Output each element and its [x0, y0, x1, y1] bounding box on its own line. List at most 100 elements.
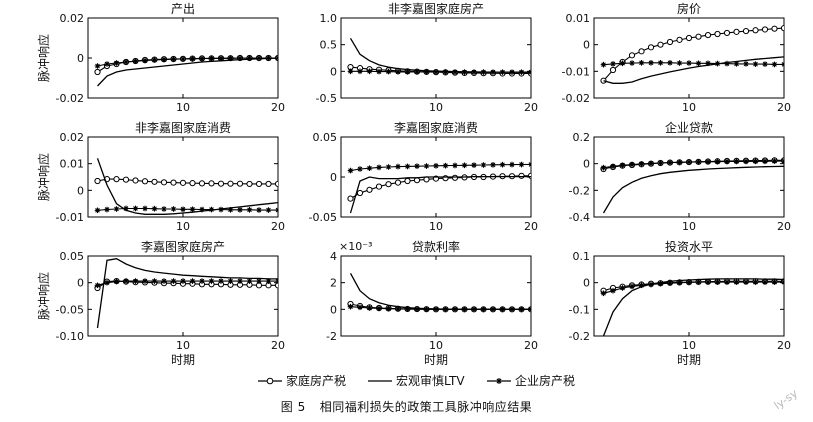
data-point-star	[404, 69, 411, 75]
data-point-circle	[527, 172, 531, 179]
data-point-circle	[189, 180, 196, 187]
data-point-star	[619, 162, 626, 169]
y-tick-label: 0.02	[60, 12, 85, 25]
data-point-circle	[246, 180, 253, 188]
data-point-star	[404, 306, 411, 312]
x-tick-label: 10	[429, 101, 443, 114]
data-point-circle	[141, 178, 149, 185]
data-point-star	[376, 164, 382, 171]
series-2	[349, 175, 531, 214]
data-point-star	[347, 68, 354, 75]
data-point-star	[714, 279, 721, 285]
data-point-star	[189, 278, 196, 284]
data-point-star	[743, 279, 749, 285]
y-tick-label: -0.4	[569, 211, 590, 224]
data-point-star	[395, 163, 401, 170]
caption-text: 相同福利损失的政策工具脉冲响应结果	[319, 400, 533, 414]
data-point-circle	[742, 27, 750, 35]
y-tick-label: -0.01	[56, 211, 84, 224]
data-point-star	[695, 60, 702, 67]
series-line	[349, 175, 531, 214]
y-tick-label: -0.2	[569, 184, 590, 197]
y-tick-label: -0.2	[569, 330, 590, 343]
plot-frame	[593, 136, 785, 218]
data-point-circle	[771, 25, 778, 32]
data-point-star	[518, 69, 525, 75]
legend-label: 宏观审慎LTV	[396, 373, 465, 388]
data-point-star	[218, 278, 224, 284]
x-tick-label: 10	[682, 339, 696, 352]
data-point-star	[638, 60, 645, 66]
data-point-circle	[356, 189, 364, 197]
data-point-star	[113, 60, 120, 66]
data-point-star	[237, 278, 243, 284]
series-2	[603, 56, 784, 84]
data-point-star	[610, 61, 616, 67]
data-point-star	[705, 159, 711, 165]
series-3	[347, 303, 531, 313]
x-tick-label: 10	[176, 220, 190, 233]
data-point-star	[442, 69, 449, 75]
data-point-star	[452, 306, 458, 313]
y-tick-label: -0.05	[309, 211, 337, 224]
x-tick-label: 20	[271, 339, 285, 352]
data-point-star	[676, 60, 683, 66]
y-tick-label: -0.01	[562, 65, 590, 78]
data-point-circle	[714, 30, 721, 38]
data-point-star	[218, 206, 224, 213]
y-tick-label: 0	[77, 184, 84, 197]
series-3	[94, 205, 278, 214]
data-point-star	[151, 205, 158, 212]
data-point-star	[752, 61, 759, 67]
y-tick-label: 0	[330, 65, 337, 78]
data-point-circle	[208, 180, 215, 187]
x-tick-label: 20	[524, 101, 538, 114]
data-point-circle	[170, 179, 177, 186]
y-tick-label: -0.02	[56, 92, 84, 105]
data-point-star	[657, 160, 664, 166]
data-point-star	[528, 306, 531, 313]
subplot-3: 房价 0.01 0 -0.01 -0.02 10 20	[562, 1, 791, 114]
data-point-star	[357, 166, 363, 172]
subplot-1: 产出 0.02 0 -0.02 10 20 脉冲响应	[36, 2, 285, 114]
data-point-circle	[752, 27, 759, 34]
legend-label: 企业房产税	[515, 373, 575, 388]
data-point-star	[113, 206, 120, 212]
data-point-star	[781, 158, 784, 164]
x-axis-label: 时期	[677, 353, 701, 367]
data-point-star	[170, 278, 177, 284]
data-point-star	[218, 55, 224, 62]
y-tick-label: -0.05	[56, 303, 84, 316]
data-point-star	[714, 158, 721, 165]
data-point-circle	[366, 186, 373, 193]
data-point-star	[199, 278, 205, 284]
data-point-star	[433, 306, 439, 313]
data-point-star	[676, 279, 683, 286]
data-point-circle	[733, 28, 740, 35]
subplot-title: 房价	[677, 1, 701, 16]
data-point-star	[638, 282, 645, 289]
data-point-star	[743, 61, 749, 67]
plot-frame	[87, 255, 279, 337]
data-point-star	[528, 69, 531, 75]
data-point-circle	[255, 180, 263, 188]
data-point-star	[619, 285, 626, 291]
data-point-star	[433, 69, 439, 75]
data-point-star	[94, 207, 101, 214]
y-tick-label: 0	[583, 158, 590, 171]
data-point-star	[180, 56, 186, 62]
data-point-star	[199, 55, 205, 62]
series-2	[349, 272, 531, 310]
data-point-star	[490, 306, 496, 313]
subplot-5: 李嘉图家庭消费 0.05 0 -0.05 10 20	[309, 120, 538, 233]
y-tick-label: -2	[326, 330, 337, 343]
data-point-circle	[94, 177, 101, 185]
series-2	[602, 165, 784, 214]
y-tick-label: -0.02	[562, 92, 590, 105]
x-tick-label: 10	[682, 101, 696, 114]
subplot-6: 企业贷款 0.2 0 -0.2 -0.4 10 20	[569, 120, 791, 233]
data-point-star	[600, 61, 607, 68]
x-tick-label: 20	[777, 220, 791, 233]
data-point-star	[471, 306, 477, 313]
data-point-star	[480, 69, 487, 75]
